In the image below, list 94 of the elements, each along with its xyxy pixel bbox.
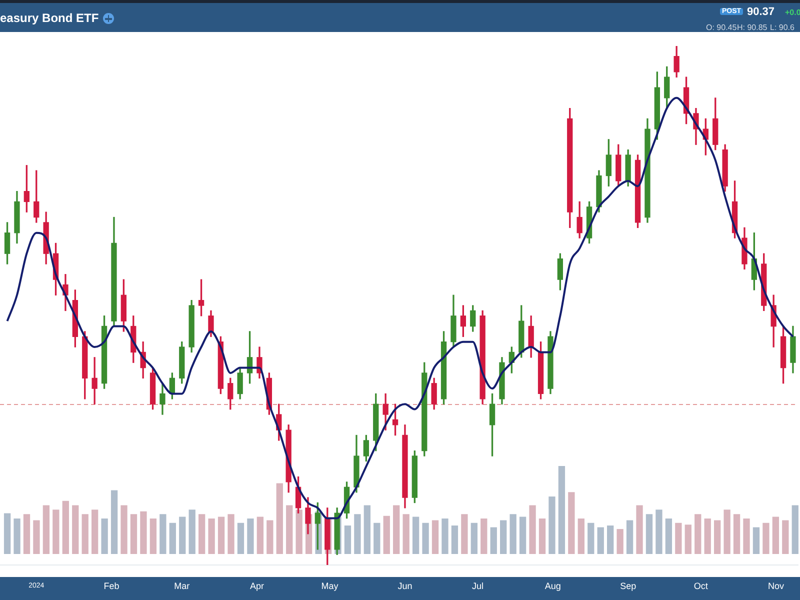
bar (432, 520, 439, 554)
x-tick-label: Sep (620, 581, 636, 592)
bar (4, 513, 11, 554)
bar (558, 466, 566, 554)
bar (470, 522, 478, 554)
candlestick (92, 357, 98, 404)
bar (684, 524, 692, 554)
bar (636, 505, 643, 554)
x-tick-label: Feb (104, 581, 120, 592)
x-tick-label: Jul (472, 581, 484, 592)
bar (548, 496, 556, 554)
bar (694, 514, 702, 554)
bar (451, 526, 458, 554)
bar (354, 514, 361, 554)
bar (588, 522, 594, 554)
bar (510, 514, 516, 554)
text: H: 90.85 (737, 23, 768, 32)
bar (256, 516, 264, 554)
x-tick-label: Aug (544, 581, 561, 592)
bar (442, 518, 448, 554)
bar (23, 514, 30, 554)
bar (656, 510, 662, 554)
bar (228, 514, 234, 554)
bar (762, 522, 770, 554)
bar (374, 522, 380, 554)
bar (714, 520, 721, 554)
bar (675, 522, 682, 554)
bar (14, 518, 20, 554)
bar (752, 527, 760, 554)
bar (237, 522, 244, 554)
bar (792, 505, 798, 554)
bar (607, 526, 614, 554)
bar (743, 518, 750, 554)
text: L: 90.6 (770, 23, 794, 32)
bar (130, 514, 138, 554)
bar (490, 527, 497, 554)
bar (529, 505, 536, 554)
bar (724, 510, 730, 554)
bar (247, 518, 254, 554)
bar (218, 516, 225, 554)
bar (33, 520, 40, 554)
x-tick-label: Jun (398, 581, 412, 592)
bar (92, 510, 98, 554)
bar (568, 492, 575, 554)
bar (120, 505, 128, 554)
bar (101, 518, 108, 554)
x-tick-label: Nov (768, 581, 784, 592)
bar (461, 514, 468, 554)
bar (616, 529, 624, 554)
bar (208, 518, 215, 554)
bar (538, 518, 546, 554)
bar (276, 483, 283, 554)
bar (500, 520, 507, 554)
bar (364, 505, 371, 554)
bar (160, 514, 166, 554)
x-tick-label: May (321, 581, 339, 592)
bar (42, 505, 50, 554)
bar (188, 510, 196, 554)
bar (169, 522, 176, 554)
bar (578, 518, 584, 554)
bar (412, 516, 420, 554)
bar (772, 516, 780, 554)
bar (597, 527, 604, 554)
x-tick-label: Oct (694, 581, 708, 592)
bar (383, 516, 390, 554)
x-tick-label: Mar (174, 581, 190, 592)
bar (198, 514, 206, 554)
bar (266, 520, 274, 554)
text: O: 90.45 (706, 23, 737, 32)
bar (72, 505, 79, 554)
text: +0.0 (785, 8, 800, 17)
bar (422, 522, 429, 554)
bar (82, 514, 88, 554)
bar (110, 490, 118, 554)
bar (733, 514, 740, 554)
bar (179, 516, 186, 554)
text: 90.37 (747, 6, 775, 18)
bar (665, 518, 672, 554)
bar (52, 510, 60, 554)
chart-title: easury Bond ETF (0, 11, 99, 25)
bar (782, 520, 789, 554)
bar (62, 500, 69, 554)
x-tick-label: Apr (250, 581, 264, 592)
bar (704, 518, 711, 554)
bar (140, 511, 147, 554)
bar (344, 526, 352, 554)
bar (402, 514, 410, 554)
bar (480, 518, 488, 554)
bar (519, 516, 526, 554)
bar (150, 518, 157, 554)
bar (626, 520, 634, 554)
bar (646, 514, 653, 554)
bar (393, 505, 400, 554)
bar (286, 505, 293, 554)
